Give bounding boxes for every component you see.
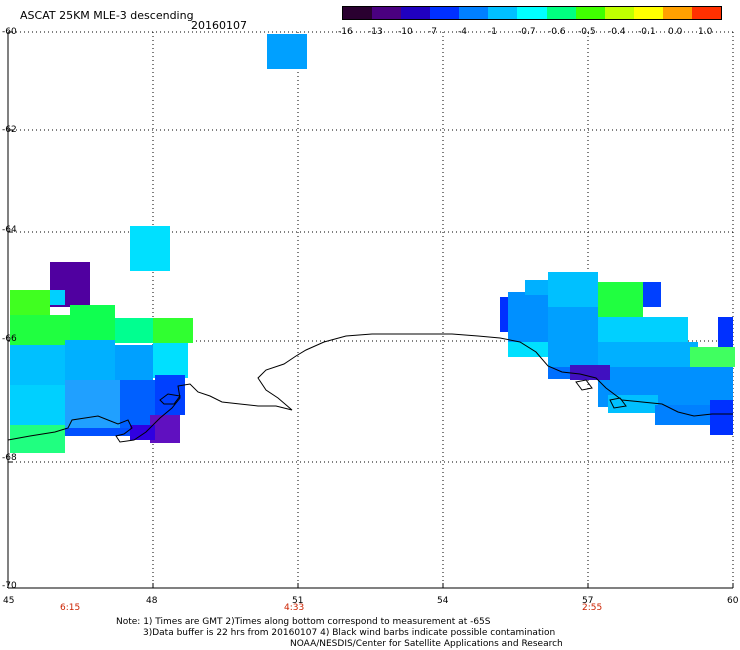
wind-cell xyxy=(608,395,658,413)
wind-cell xyxy=(598,342,698,367)
color-swatch xyxy=(633,7,663,19)
wind-cell xyxy=(155,375,185,415)
wind-cell xyxy=(710,400,733,435)
color-scale-label: -0.1 xyxy=(638,27,656,37)
color-swatch xyxy=(459,7,489,19)
lat-label: -62 xyxy=(2,125,17,135)
wind-cell xyxy=(690,347,735,367)
lon-label: 48 xyxy=(146,596,158,606)
lon-label: 45 xyxy=(3,596,15,606)
wind-cell xyxy=(570,365,610,380)
lat-label: -68 xyxy=(2,453,17,463)
wind-cell xyxy=(718,317,733,347)
lon-label: 51 xyxy=(292,596,304,606)
color-swatch xyxy=(604,7,634,19)
color-scale-bar xyxy=(342,6,722,20)
wind-cell xyxy=(65,380,120,430)
wind-cell xyxy=(548,307,598,367)
color-swatch xyxy=(401,7,431,19)
color-scale-label: -10 xyxy=(398,27,413,37)
wind-cell xyxy=(65,340,115,380)
color-scale-label: -0.7 xyxy=(518,27,536,37)
wind-cell xyxy=(70,305,115,340)
wind-cell xyxy=(10,315,70,345)
color-scale-label: -4 xyxy=(458,27,467,37)
credit-line: NOAA/NESDIS/Center for Satellite Applica… xyxy=(290,639,563,649)
note-line-1: Note: 1) Times are GMT 2)Times along bot… xyxy=(116,617,491,627)
wind-cell xyxy=(525,280,555,295)
wind-cell xyxy=(508,342,548,357)
wind-cell xyxy=(267,34,307,69)
lat-label: -66 xyxy=(2,334,17,344)
wind-cell xyxy=(130,226,170,271)
wind-cell xyxy=(153,318,193,343)
coastline xyxy=(159,393,181,405)
lat-label: -70 xyxy=(2,581,17,591)
lon-label: 54 xyxy=(437,596,449,606)
wind-cell xyxy=(120,380,155,430)
color-swatch xyxy=(430,7,460,19)
wind-cell xyxy=(500,297,508,332)
wind-cell xyxy=(153,343,188,378)
wind-cell xyxy=(598,282,643,317)
wind-cell xyxy=(115,318,155,343)
color-swatch xyxy=(517,7,547,19)
wind-cell xyxy=(10,425,65,453)
time-label: 4:33 xyxy=(284,603,305,613)
color-scale-label: -13 xyxy=(368,27,383,37)
color-swatch xyxy=(488,7,518,19)
coastline xyxy=(7,333,733,443)
wind-cell xyxy=(10,290,50,315)
color-scale-label: 0.0 xyxy=(668,27,683,37)
lat-label: -64 xyxy=(2,225,17,235)
coastline xyxy=(575,379,593,391)
wind-cell xyxy=(10,345,65,385)
lat-label: -60 xyxy=(2,27,17,37)
wind-cell xyxy=(548,272,598,307)
product-title: ASCAT 25KM MLE-3 descending xyxy=(20,9,194,22)
wind-cell xyxy=(65,428,130,436)
color-swatch xyxy=(372,7,402,19)
wind-cell xyxy=(50,290,65,305)
color-swatch xyxy=(662,7,692,19)
color-swatch xyxy=(575,7,605,19)
wind-cell xyxy=(508,292,548,342)
note-line-2: 3)Data buffer is 22 hrs from 20160107 4)… xyxy=(143,628,556,638)
time-label: 2:55 xyxy=(582,603,603,613)
lon-label: 60 xyxy=(727,596,739,606)
coastline xyxy=(609,397,627,409)
wind-cell xyxy=(10,385,65,425)
wind-cell xyxy=(115,345,153,380)
color-swatch xyxy=(691,7,722,19)
lon-label: 57 xyxy=(582,596,594,606)
color-swatch xyxy=(343,7,373,19)
wind-cell xyxy=(643,282,661,307)
color-scale-label: 1.0 xyxy=(698,27,713,37)
wind-cell xyxy=(598,317,688,342)
color-swatch xyxy=(546,7,576,19)
color-scale-label: -16 xyxy=(338,27,353,37)
color-scale-label: -0.5 xyxy=(578,27,596,37)
product-date: 20160107 xyxy=(191,19,247,32)
time-label: 6:15 xyxy=(60,603,81,613)
